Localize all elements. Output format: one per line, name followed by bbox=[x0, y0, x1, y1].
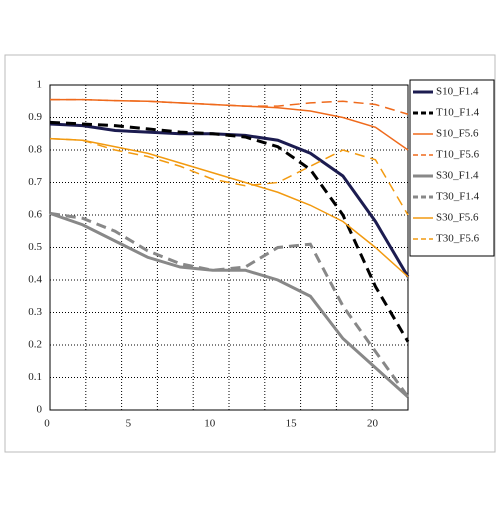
y-tick-label: 0.7 bbox=[28, 176, 42, 188]
legend-label: S10_F1.4 bbox=[436, 86, 479, 98]
legend-label: T10_F5.6 bbox=[436, 149, 480, 161]
series-line bbox=[50, 98, 409, 115]
y-tick-label: 0.6 bbox=[28, 209, 42, 221]
legend-label: T30_F5.6 bbox=[436, 233, 480, 245]
legend-label: S30_F5.6 bbox=[436, 212, 479, 224]
y-tick-label: 0.8 bbox=[28, 144, 42, 156]
y-tick-label: 0.3 bbox=[28, 306, 42, 318]
series-line bbox=[49, 211, 410, 399]
y-tick-label: 0.1 bbox=[28, 371, 42, 383]
x-tick-label: 0 bbox=[44, 418, 50, 430]
legend-label: S30_F1.4 bbox=[436, 170, 479, 182]
series-line bbox=[49, 137, 409, 278]
legend-label: S10_F5.6 bbox=[436, 128, 479, 140]
legend-box bbox=[409, 79, 495, 257]
legend-label: T10_F1.4 bbox=[436, 107, 480, 119]
series-line bbox=[49, 211, 410, 398]
y-tick-label: 1 bbox=[37, 79, 43, 91]
y-tick-label: 0.9 bbox=[28, 111, 42, 123]
x-tick-label: 5 bbox=[126, 418, 132, 430]
x-tick-label: 20 bbox=[367, 418, 379, 430]
y-tick-label: 0.2 bbox=[28, 339, 42, 351]
series-line bbox=[49, 120, 410, 343]
x-tick-label: 10 bbox=[204, 418, 216, 430]
y-tick-label: 0.4 bbox=[28, 274, 42, 286]
x-tick-label: 15 bbox=[286, 418, 298, 430]
frame bbox=[4, 54, 496, 453]
legend-label: T30_F1.4 bbox=[436, 191, 480, 203]
series-line bbox=[49, 137, 409, 216]
y-tick-label: 0 bbox=[37, 404, 43, 416]
y-tick-label: 0.5 bbox=[28, 241, 42, 253]
